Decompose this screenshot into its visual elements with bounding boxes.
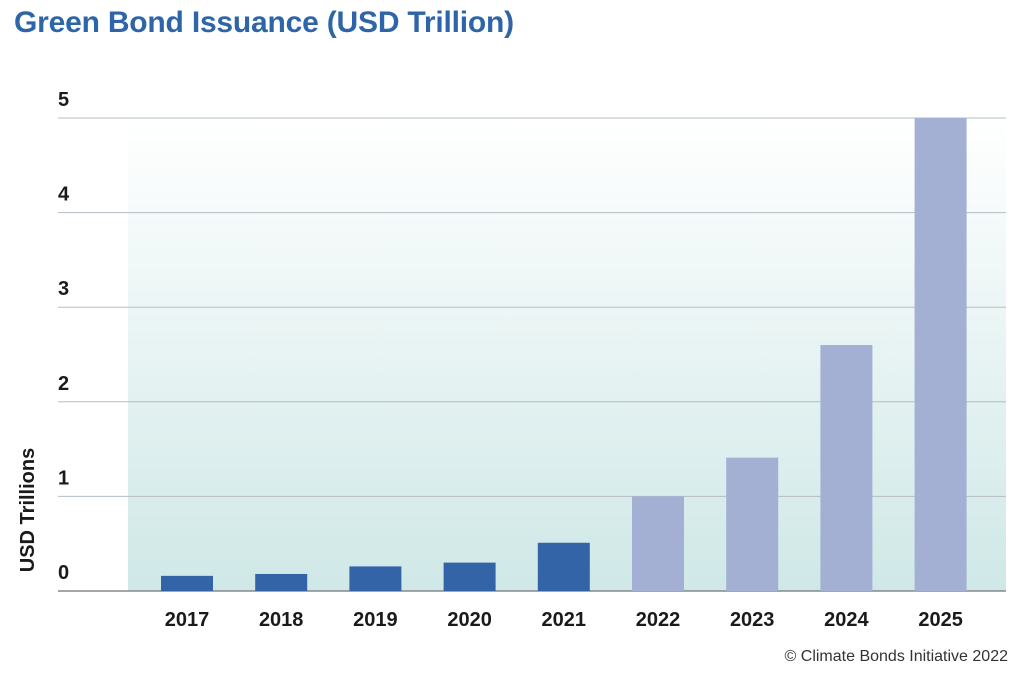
credit-text: © Climate Bonds Initiative 2022 [784, 648, 1008, 665]
y-axis-label: USD Trillions [17, 448, 39, 572]
x-tick-label: 2024 [824, 609, 869, 631]
bar-2017 [161, 575, 213, 591]
x-tick-label: 2025 [918, 609, 963, 631]
y-tick-label: 1 [58, 467, 69, 489]
x-tick-label: 2023 [730, 609, 775, 631]
x-tick-label: 2017 [165, 609, 210, 631]
y-tick-label: 4 [58, 184, 70, 206]
x-tick-label: 2018 [259, 609, 304, 631]
bar-2021 [537, 542, 590, 591]
y-tick-label: 3 [58, 278, 69, 300]
x-tick-label: 2021 [542, 609, 587, 631]
bars [161, 118, 967, 591]
bar-2019 [349, 566, 402, 591]
x-tick-labels: 2017 2018 2019 2020 2021 2022 2023 2024 2025 [165, 609, 963, 631]
bar-2024 [820, 345, 873, 591]
y-tick-label: 5 [58, 89, 69, 111]
x-tick-label: 2019 [353, 609, 398, 631]
x-tick-label: 2020 [447, 609, 492, 631]
y-tick-label: 0 [58, 562, 69, 584]
bar-2020 [443, 562, 496, 591]
bar-2025 [914, 118, 967, 591]
y-tick-label: 2 [58, 373, 69, 395]
plot-background [128, 118, 1006, 591]
chart-title: Green Bond Issuance (USD Trillion) [14, 6, 514, 39]
x-tick-label: 2022 [636, 609, 681, 631]
bar-2023 [726, 457, 779, 591]
bar-2018 [255, 573, 308, 591]
y-tick-labels: 0 1 2 3 4 5 [58, 89, 70, 584]
bar-2022 [632, 496, 684, 591]
